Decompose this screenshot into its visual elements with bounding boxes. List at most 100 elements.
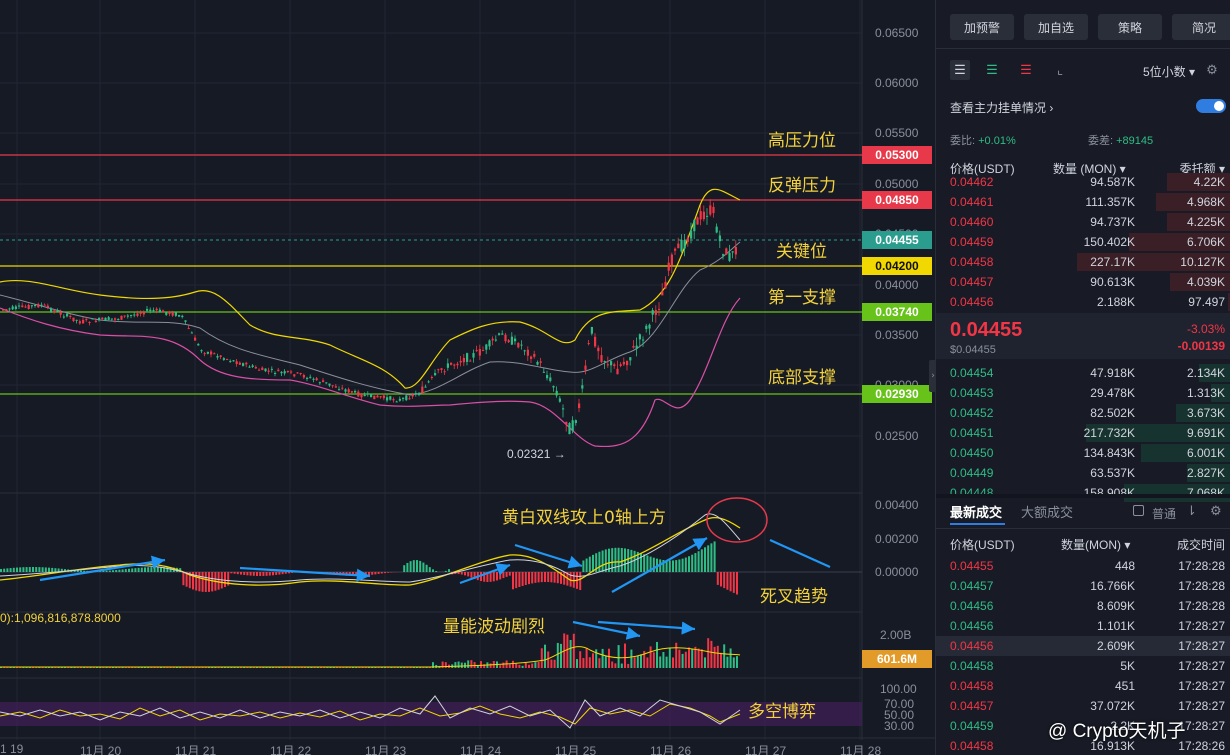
candle-body — [430, 376, 433, 378]
ask-row[interactable]: 0.04458 227.17K 10.127K — [936, 252, 1230, 272]
candle-body — [264, 368, 267, 372]
macd-bar — [492, 572, 495, 582]
filter-icon[interactable]: ⇂ — [1186, 503, 1197, 518]
bid-row[interactable]: 0.04454 47.918K 2.134K — [936, 363, 1230, 383]
candle-body — [606, 364, 609, 366]
macd-bar — [384, 572, 386, 574]
volume-bar — [636, 655, 639, 668]
ask-row[interactable]: 0.04459 150.402K 6.706K — [936, 232, 1230, 252]
macd-bar — [614, 547, 617, 572]
volume-bar — [528, 664, 530, 668]
amount-header[interactable]: 委托额 ▾ — [1179, 162, 1225, 176]
candle-body — [357, 391, 360, 397]
volume-bar — [604, 656, 607, 668]
volume-bar — [534, 662, 537, 668]
add-watchlist-button[interactable]: 加自选 — [1024, 14, 1088, 40]
macd-bar — [387, 572, 390, 573]
rsi-axis-label: 100.00 — [880, 682, 917, 696]
bid-price: 0.04452 — [950, 406, 994, 420]
volume-bar — [540, 648, 543, 668]
macd-bar — [512, 572, 514, 590]
main-orders-link[interactable]: 查看主力挂单情况 › — [950, 101, 1054, 115]
candle-body — [466, 353, 469, 362]
main-orders-toggle[interactable] — [1196, 99, 1226, 113]
volume-bar — [598, 658, 601, 668]
bid-amount: 3.673K — [1186, 406, 1225, 420]
normal-checkbox[interactable] — [1133, 505, 1144, 516]
candle-body — [485, 344, 488, 350]
bid-row[interactable]: 0.04452 82.502K 3.673K — [936, 403, 1230, 423]
volume-bar — [675, 642, 678, 668]
key-level-tag: 0.04200 — [862, 257, 932, 275]
macd-bar — [243, 572, 246, 575]
both-sides-icon[interactable]: ☰ — [950, 60, 970, 80]
candle-body — [14, 306, 17, 310]
macd-bar — [524, 572, 527, 586]
macd-bar — [422, 562, 425, 572]
price-axis-label: 0.05000 — [875, 177, 919, 191]
order-book-panel: 加预警 加自选 策略 简况 ☰ ☰ ☰ ⌞ 5位小数 ▾ ⚙ 查看主力挂单情况 … — [935, 0, 1230, 755]
candlestick-chart[interactable] — [0, 0, 935, 755]
bid-row[interactable]: 0.04451 217.732K 9.691K — [936, 423, 1230, 443]
ask-row[interactable]: 0.04460 94.737K 4.225K — [936, 212, 1230, 232]
ask-row[interactable]: 0.04461 111.357K 4.968K — [936, 192, 1230, 212]
ask-amount: 4.039K — [1186, 275, 1225, 289]
volume-bar — [700, 649, 703, 668]
candle-body — [414, 393, 417, 395]
tab-latest-trades[interactable]: 最新成交 — [950, 505, 1003, 520]
ask-row[interactable]: 0.04462 94.587K 4.22K — [936, 172, 1230, 192]
bid-ratio: 委比: +0.01% — [950, 135, 1016, 147]
tab-large-trades[interactable]: 大额成交 — [1021, 505, 1074, 520]
depth-chart-icon[interactable]: ⌞ — [1056, 62, 1064, 77]
macd-bar — [406, 562, 409, 572]
candle-body — [178, 315, 181, 317]
chart-area[interactable]: 0.06500 0.06000 0.05500 0.05000 0.04500 … — [0, 0, 937, 755]
overview-button[interactable]: 简况 — [1172, 14, 1230, 40]
candle-body — [318, 382, 321, 384]
candle-body — [542, 371, 545, 373]
ask-row[interactable]: 0.04456 2.188K 97.497 — [936, 292, 1230, 312]
bid-row[interactable]: 0.04449 63.537K 2.827K — [936, 463, 1230, 483]
bid-row[interactable]: 0.04453 29.478K 1.313K — [936, 383, 1230, 403]
bids-only-icon[interactable]: ☰ — [986, 62, 998, 77]
candle-body — [306, 377, 309, 379]
macd-bar — [640, 553, 642, 572]
collapse-panel-handle[interactable]: › — [929, 360, 937, 392]
macd-bar — [240, 572, 242, 575]
macd-bar — [582, 560, 585, 572]
candle-body — [501, 333, 504, 335]
price-axis-label: 0.06500 — [875, 26, 919, 40]
trade-time: 17:28:27 — [1178, 619, 1225, 633]
candle-body — [82, 319, 85, 324]
macd-bar — [144, 567, 146, 572]
settings-icon[interactable]: ⚙ — [1206, 62, 1218, 77]
volume-bar — [736, 656, 738, 668]
add-alert-button[interactable]: 加预警 — [950, 14, 1014, 40]
candle-body — [731, 251, 734, 253]
volume-annotation: 量能波动剧烈 — [443, 617, 545, 637]
trade-row: 0.04458 5K 17:28:27 — [936, 656, 1230, 676]
qty-header[interactable]: 数量 (MON) ▾ — [1053, 162, 1126, 176]
ask-row[interactable]: 0.04457 90.613K 4.039K — [936, 272, 1230, 292]
asks-only-icon[interactable]: ☰ — [1020, 62, 1032, 77]
candle-body — [126, 315, 129, 317]
trade-price: 0.04457 — [950, 579, 994, 593]
candle-body — [478, 349, 481, 356]
volume-bar — [518, 664, 521, 668]
trade-qty-header[interactable]: 数量(MON) ▾ — [1061, 538, 1131, 552]
macd-bar — [259, 572, 262, 576]
volume-bar — [547, 651, 550, 668]
macd-bar — [611, 548, 614, 572]
macd-bar — [217, 572, 220, 590]
candle-body — [146, 308, 149, 311]
bid-row[interactable]: 0.04448 158.908K 7.068K — [936, 483, 1230, 503]
candle-body — [674, 248, 677, 251]
ask-qty: 94.587K — [1090, 175, 1135, 189]
decimals-select[interactable]: 5位小数 ▾ — [1143, 65, 1196, 79]
candle-body — [190, 332, 193, 334]
strategy-button[interactable]: 策略 — [1098, 14, 1162, 40]
candle-body — [139, 312, 142, 314]
settings-icon[interactable]: ⚙ — [1210, 503, 1222, 518]
bid-row[interactable]: 0.04450 134.843K 6.001K — [936, 443, 1230, 463]
macd-bar — [691, 554, 694, 572]
